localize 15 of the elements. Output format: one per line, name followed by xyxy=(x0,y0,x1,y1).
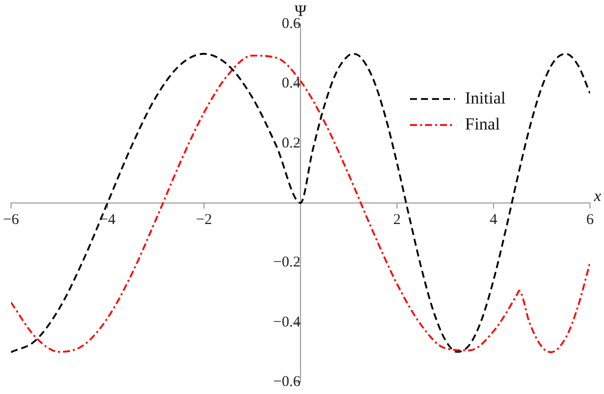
legend-label: Final xyxy=(465,114,500,134)
x-tick-label: 2 xyxy=(393,212,401,228)
x-tick-label: 6 xyxy=(586,212,594,228)
x-tick-label: −6 xyxy=(2,212,20,228)
x-tick-label: −2 xyxy=(196,212,212,228)
y-tick-label: −0.6 xyxy=(273,374,301,390)
y-tick-label: 0.4 xyxy=(282,76,301,92)
x-tick-label: −4 xyxy=(100,212,116,228)
y-tick-label: 0.2 xyxy=(282,135,300,152)
x-tick-label: 4 xyxy=(490,212,498,228)
y-tick-label: −0.4 xyxy=(273,314,301,330)
x-axis-title: x xyxy=(593,188,602,206)
y-tick-label: 0.6 xyxy=(282,16,301,32)
y-tick-label: −0.2 xyxy=(273,254,300,271)
legend-label: Initial xyxy=(465,88,506,108)
